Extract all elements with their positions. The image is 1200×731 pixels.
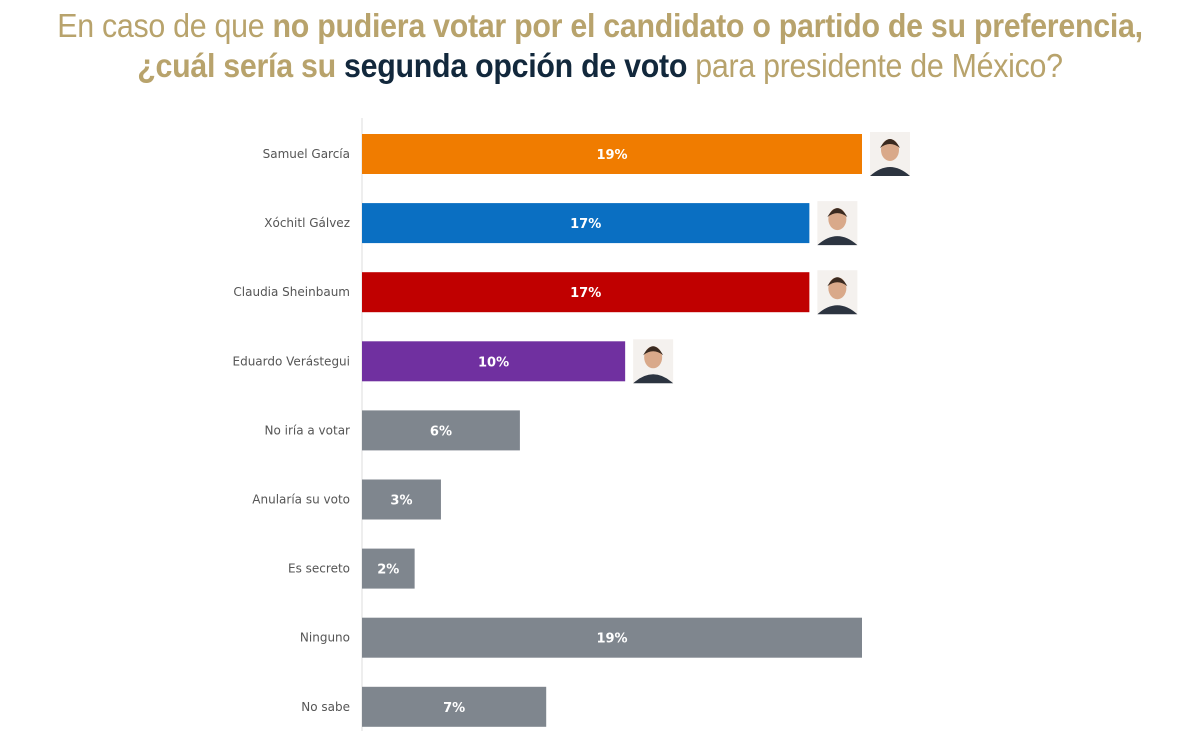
data-label: 2% (377, 563, 399, 578)
bar (362, 134, 862, 174)
photo-shoulders (870, 167, 910, 176)
title-emphasis: ¿cuál sería su (137, 47, 345, 84)
photo-hair (827, 277, 848, 287)
category-label: No iría a votar (264, 423, 350, 437)
data-label: 17% (570, 217, 601, 232)
category-label: Samuel García (263, 147, 350, 161)
data-label: 19% (596, 632, 627, 647)
category-label: Xóchitl Gálvez (264, 216, 350, 230)
title-text: En caso de que (57, 7, 273, 44)
title-line-1: En caso de que no pudiera votar por el c… (48, 6, 1152, 46)
data-label: 17% (570, 286, 601, 301)
photo-hair (827, 208, 848, 218)
data-label: 19% (596, 148, 627, 163)
photo-shoulders (817, 305, 858, 315)
title-line-2: ¿cuál sería su segunda opción de voto pa… (48, 46, 1152, 86)
bar (362, 548, 415, 589)
chart-title: En caso de que no pudiera votar por el c… (48, 6, 1152, 86)
photo-hair (643, 346, 664, 356)
photo-shoulders (633, 374, 674, 384)
bar (362, 203, 810, 244)
category-label: Es secreto (288, 562, 350, 576)
data-label: 7% (443, 701, 465, 716)
bar (362, 410, 520, 451)
bar (362, 272, 810, 313)
category-label: Claudia Sheinbaum (233, 285, 350, 299)
bar (362, 341, 626, 382)
data-label: 3% (390, 494, 412, 509)
data-label: 10% (478, 355, 509, 370)
category-label: Eduardo Verástegui (233, 354, 351, 368)
bar (362, 479, 441, 520)
title-highlight: segunda opción de voto (344, 47, 688, 84)
bar (362, 617, 862, 658)
bar (362, 686, 547, 727)
category-label: Anularía su voto (252, 493, 350, 507)
photo-hair (880, 139, 900, 148)
photo-shoulders (817, 236, 858, 246)
category-label: Ninguno (300, 631, 350, 645)
category-label: No sabe (301, 700, 350, 714)
title-text: para presidente de México? (687, 47, 1063, 84)
data-label: 6% (430, 424, 452, 439)
title-emphasis: no pudiera votar por el candidato o part… (272, 7, 1144, 44)
